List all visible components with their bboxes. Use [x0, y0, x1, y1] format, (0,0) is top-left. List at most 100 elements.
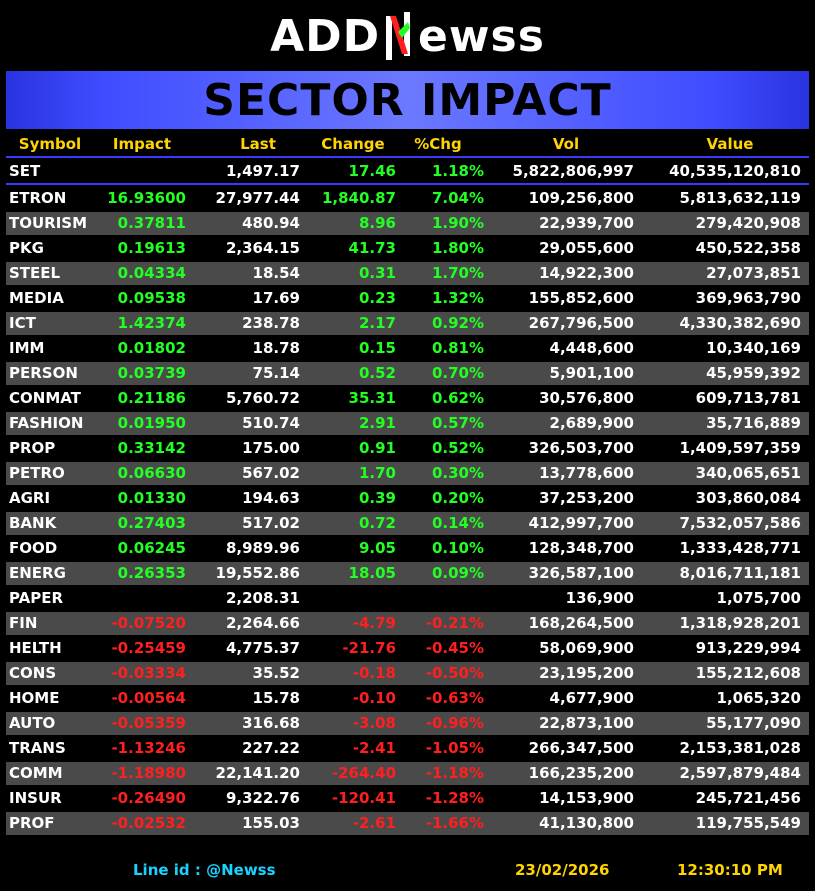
table-row: PETRO 0.06630 567.02 1.70 0.30% 13,778,600 340… — [6, 462, 809, 485]
page-title: SECTOR IMPACT — [203, 75, 612, 126]
cell-pct: -0.50% — [425, 664, 484, 682]
table-row: PROP 0.33142 175.00 0.91 0.52% 326,503,700 1,4… — [6, 437, 809, 460]
table-row: HELTH -0.25459 4,775.37 -21.76 -0.45% 58,069,… — [6, 637, 809, 660]
cell-last: 2,264.66 — [225, 614, 300, 632]
header-value: Value — [706, 135, 754, 153]
cell-change: 35.31 — [348, 389, 396, 407]
cell-value: 10,340,169 — [706, 339, 801, 357]
table-row: PAPER 2,208.31 136,900 1,075,700 — [6, 587, 809, 610]
cell-last: 510.74 — [242, 414, 300, 432]
header-symbol: Symbol — [18, 135, 82, 153]
cell-vol: 13,778,600 — [539, 464, 634, 482]
cell-last: 27,977.44 — [215, 189, 300, 207]
cell-change: 1.70 — [358, 464, 396, 482]
cell-symbol: FIN — [9, 614, 38, 632]
cell-pct: 0.10% — [431, 539, 484, 557]
cell-pct: 7.04% — [431, 189, 484, 207]
cell-impact: 0.33142 — [117, 439, 186, 457]
date: 23/02/2026 — [515, 861, 610, 879]
cell-last: 8,989.96 — [225, 539, 300, 557]
table-row: PERSON 0.03739 75.14 0.52 0.70% 5,901,100 45,9… — [6, 362, 809, 385]
cell-pct: -0.21% — [425, 614, 484, 632]
cell-pct: 0.20% — [431, 489, 484, 507]
cell-change: 0.39 — [358, 489, 396, 507]
table-row: FASHION 0.01950 510.74 2.91 0.57% 2,689,900 35… — [6, 412, 809, 435]
cell-value: 5,813,632,119 — [679, 189, 801, 207]
table-row: ENERG 0.26353 19,552.86 18.05 0.09% 326,587,1… — [6, 562, 809, 585]
cell-pct: 1.80% — [431, 239, 484, 257]
cell-pct: -0.96% — [425, 714, 484, 732]
cell-pct: 0.81% — [431, 339, 484, 357]
cell-pct: 0.14% — [431, 514, 484, 532]
cell-pct: -1.05% — [425, 739, 484, 757]
cell-change: 9.05 — [358, 539, 396, 557]
cell-pct: -1.18% — [425, 764, 484, 782]
table-row: PKG 0.19613 2,364.15 41.73 1.80% 29,055,600 45… — [6, 237, 809, 260]
logo-text: ADDNewss — [270, 8, 545, 66]
cell-change: 41.73 — [348, 239, 396, 257]
cell-value: 40,535,120,810 — [669, 162, 801, 180]
table-row: BANK 0.27403 517.02 0.72 0.14% 412,997,700 7,5… — [6, 512, 809, 535]
cell-symbol: STEEL — [9, 264, 61, 282]
cell-impact: 0.21186 — [117, 389, 186, 407]
table-row: FOOD 0.06245 8,989.96 9.05 0.10% 128,348,700 1… — [6, 537, 809, 560]
cell-last: 155.03 — [242, 814, 300, 832]
cell-last: 567.02 — [242, 464, 300, 482]
cell-symbol: AGRI — [9, 489, 51, 507]
cell-symbol: PAPER — [9, 589, 64, 607]
cell-value: 119,755,549 — [695, 814, 801, 832]
cell-last: 18.78 — [252, 339, 300, 357]
cell-vol: 5,901,100 — [549, 364, 634, 382]
cell-impact — [106, 587, 186, 610]
cell-symbol: FOOD — [9, 539, 58, 557]
cell-vol: 109,256,800 — [528, 189, 634, 207]
cell-change: 0.31 — [358, 264, 396, 282]
cell-impact: 0.01802 — [117, 339, 186, 357]
logo-n-glyph — [386, 12, 411, 60]
cell-symbol: PKG — [9, 239, 44, 257]
cell-change: 0.52 — [358, 364, 396, 382]
cell-change: -2.41 — [352, 739, 396, 757]
cell-value: 55,177,090 — [706, 714, 801, 732]
table-row: TOURISM 0.37811 480.94 8.96 1.90% 22,939,700 2… — [6, 212, 809, 235]
cell-vol: 4,677,900 — [549, 689, 634, 707]
cell-value: 369,963,790 — [695, 289, 801, 307]
cell-value: 1,065,320 — [716, 689, 801, 707]
cell-impact: 0.19613 — [117, 239, 186, 257]
cell-symbol: TOURISM — [9, 214, 88, 232]
logo: ADDNewss — [0, 8, 815, 66]
cell-last: 2,364.15 — [225, 239, 300, 257]
table-row: AGRI 0.01330 194.63 0.39 0.20% 37,253,200 303,… — [6, 487, 809, 510]
cell-impact: -0.00564 — [111, 689, 186, 707]
cell-pct: 0.09% — [431, 564, 484, 582]
cell-symbol: PETRO — [9, 464, 65, 482]
cell-change: -3.08 — [352, 714, 396, 732]
cell-symbol: INSUR — [9, 789, 62, 807]
cell-value: 450,522,358 — [695, 239, 801, 257]
table-row: IMM 0.01802 18.78 0.15 0.81% 4,448,600 10,340,… — [6, 337, 809, 360]
cell-last: 18.54 — [252, 264, 300, 282]
cell-pct: 0.92% — [431, 314, 484, 332]
cell-impact: -0.07520 — [111, 614, 186, 632]
cell-pct — [396, 587, 484, 610]
cell-last: 1,497.17 — [225, 162, 300, 180]
cell-value: 303,860,084 — [695, 489, 801, 507]
table-row: HOME -0.00564 15.78 -0.10 -0.63% 4,677,900 1,0… — [6, 687, 809, 710]
cell-vol: 266,347,500 — [528, 739, 634, 757]
cell-pct: -0.63% — [425, 689, 484, 707]
header-vol: Vol — [552, 135, 580, 153]
cell-change: 1,840.87 — [321, 189, 396, 207]
cell-change: -0.10 — [352, 689, 396, 707]
header-change: Change — [321, 135, 385, 153]
cell-value: 35,716,889 — [706, 414, 801, 432]
cell-value: 2,153,381,028 — [679, 739, 801, 757]
cell-vol: 22,873,100 — [539, 714, 634, 732]
cell-impact: 0.37811 — [117, 214, 186, 232]
logo-pre: ADD — [270, 11, 381, 62]
cell-value: 279,420,908 — [695, 214, 801, 232]
cell-vol: 14,153,900 — [539, 789, 634, 807]
cell-vol: 37,253,200 — [539, 489, 634, 507]
cell-impact: 0.26353 — [117, 564, 186, 582]
cell-last: 238.78 — [242, 314, 300, 332]
cell-vol: 326,587,100 — [528, 564, 634, 582]
